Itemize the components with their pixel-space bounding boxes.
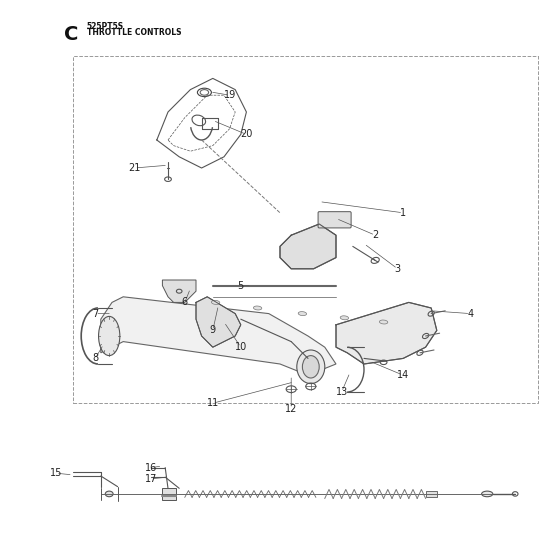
Text: 9: 9 [210, 325, 216, 335]
Text: 2: 2 [372, 230, 379, 240]
Ellipse shape [482, 491, 493, 497]
Text: 14: 14 [397, 370, 409, 380]
Text: 11: 11 [207, 398, 219, 408]
Text: 12: 12 [285, 404, 297, 414]
Text: C: C [64, 25, 79, 44]
Ellipse shape [254, 306, 262, 310]
Text: 13: 13 [335, 387, 348, 397]
Polygon shape [162, 280, 196, 302]
Polygon shape [280, 224, 336, 269]
Text: 10: 10 [235, 342, 247, 352]
Text: 6: 6 [182, 297, 188, 307]
Text: 8: 8 [92, 353, 98, 363]
Bar [426, 491, 437, 497]
FancyBboxPatch shape [318, 212, 351, 228]
Ellipse shape [298, 311, 306, 316]
Ellipse shape [297, 350, 325, 384]
Ellipse shape [380, 320, 388, 324]
Text: 7: 7 [92, 309, 99, 319]
Ellipse shape [212, 300, 220, 305]
Polygon shape [336, 302, 437, 364]
Polygon shape [196, 297, 241, 347]
Ellipse shape [340, 316, 348, 320]
Text: 1: 1 [400, 208, 406, 218]
Text: THROTTLE CONTROLS: THROTTLE CONTROLS [87, 28, 181, 37]
Text: 20: 20 [240, 129, 253, 139]
Text: 16: 16 [145, 463, 157, 473]
Ellipse shape [99, 316, 120, 356]
Text: 19: 19 [223, 90, 236, 100]
Bar [162, 488, 176, 500]
Text: 3: 3 [395, 264, 400, 274]
Text: 17: 17 [145, 474, 157, 484]
Text: 525PT5S: 525PT5S [87, 22, 124, 31]
Polygon shape [101, 297, 336, 375]
Ellipse shape [105, 491, 113, 497]
Ellipse shape [302, 356, 319, 378]
Text: 15: 15 [50, 468, 62, 478]
Text: 5: 5 [237, 281, 244, 291]
Text: 21: 21 [128, 163, 141, 173]
Bar [73, 56, 538, 403]
Text: 4: 4 [468, 309, 473, 319]
